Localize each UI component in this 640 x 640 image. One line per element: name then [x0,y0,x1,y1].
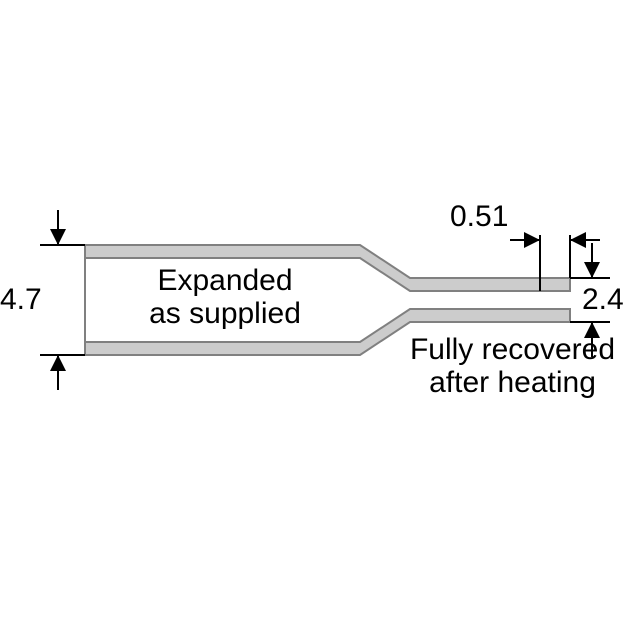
dim-expanded-label: 4.7 [0,283,42,316]
expanded-label: Expanded as supplied [95,264,355,330]
recovered-label: Fully recovered after heating [390,333,635,399]
dim-recovered-label: 2.4 [582,283,624,316]
dim-wall-label: 0.51 [450,200,508,233]
